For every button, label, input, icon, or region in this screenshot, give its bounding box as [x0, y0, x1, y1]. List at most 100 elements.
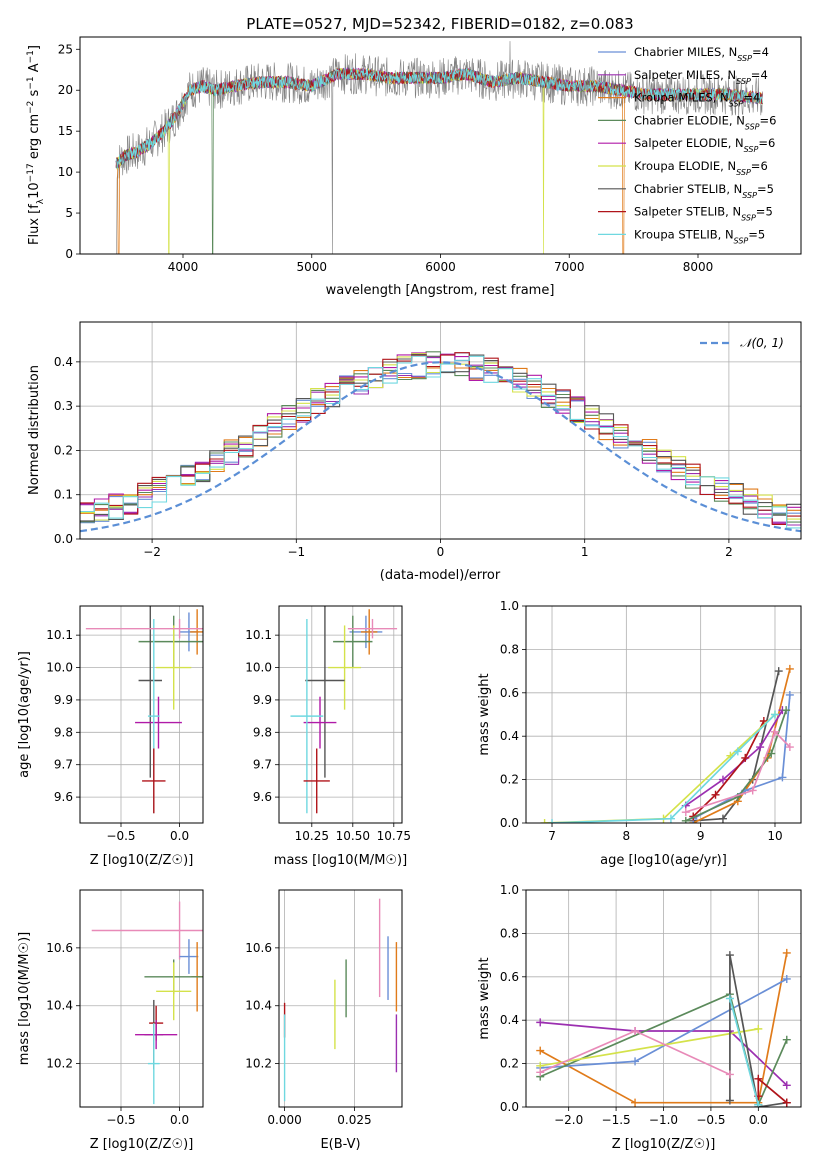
spectrum-panel: 4000 5000 6000 7000 8000 0 5 10 15 20 25 wavelength…	[26, 36, 802, 298]
axes-frame	[525, 605, 802, 824]
ticks: 0.000 0.025 10.2 10.4 10.6	[245, 941, 371, 1127]
x-tick-label: 7	[548, 829, 556, 843]
data-marker	[681, 816, 690, 823]
y-tick-label: 0.2	[500, 773, 519, 787]
y-tick-label: 9.9	[253, 693, 272, 707]
y-tick-label: 5	[65, 206, 73, 220]
mass-vs-EBV-panel: 0.000 0.025 10.2 10.4 10.6 E(B-V)	[245, 889, 403, 1152]
age-vs-Z-panel: −0.5 0.0 9.6 9.7 9.8 9.9 10.0 10.1 Z [log10(Z/Z☉…	[17, 605, 204, 868]
data-marker	[725, 1070, 734, 1079]
y-axis-label: age [log10(age/yr)]	[17, 651, 32, 778]
y-tick-label: 15	[58, 124, 73, 138]
x-tick-label: −0.5	[106, 1113, 135, 1127]
x-axis-label: E(B-V)	[320, 1137, 360, 1152]
legend-entry: Chabrier STELIB, NSSP=5	[634, 182, 774, 200]
y-tick-label: 9.7	[253, 758, 272, 772]
x-tick-label: −2	[143, 545, 161, 559]
legend-entry: Kroupa ELODIE, NSSP=6	[634, 159, 768, 177]
y-tick-label: 9.8	[54, 725, 73, 739]
x-axis-label: mass [log10(M/M☉)]	[274, 853, 407, 868]
x-tick-label: 0	[437, 545, 445, 559]
x-tick-label: 8000	[683, 260, 714, 274]
y-tick-label: 10.4	[46, 999, 73, 1013]
mass-weight-line	[685, 730, 791, 813]
y-tick-label: 0.2	[500, 1057, 519, 1071]
x-tick-label: 0.0	[170, 1113, 189, 1127]
y-axis-label: mass weight	[477, 957, 492, 1039]
legend-entry: 𝒩(0, 1)	[740, 336, 784, 350]
plot-area	[290, 606, 398, 814]
ticks: −2 −1 0 1 2 0.0 0.1 0.2 0.3 0.4	[54, 355, 733, 559]
data-marker	[782, 1081, 791, 1090]
x-tick-label: 0.025	[337, 1113, 371, 1127]
y-tick-label: 9.8	[253, 725, 272, 739]
x-tick-label: 0.000	[267, 1113, 301, 1127]
grid	[80, 606, 203, 823]
data-marker	[733, 747, 742, 756]
y-tick-label: 0.8	[500, 926, 519, 940]
grid	[526, 605, 801, 824]
plot-area	[536, 948, 791, 1107]
mass-weight-line	[729, 954, 787, 1107]
massweight-vs-Z-panel: −2.0 −1.5 −1.0 −0.5 0.0 0.0 0.2 0.4 0.6 0.8 1.0 Z […	[477, 883, 802, 1152]
legend: 𝒩(0, 1)	[700, 336, 784, 350]
data-marker	[785, 690, 794, 699]
ticks: −0.5 0.0 9.6 9.7 9.8 9.9 10.0 10.1	[46, 628, 189, 843]
x-tick-label: 8	[623, 829, 631, 843]
grid	[279, 606, 402, 823]
x-axis-label: Z [log10(Z/Z☉)]	[90, 853, 194, 868]
data-marker	[782, 948, 791, 957]
y-tick-label: 10.6	[245, 941, 272, 955]
x-tick-label: 2	[725, 545, 733, 559]
mass-weight-line	[540, 1021, 788, 1086]
x-axis-label: wavelength [Angstrom, rest frame]	[326, 283, 555, 298]
data-marker	[782, 1098, 791, 1107]
data-marker	[631, 1027, 640, 1036]
data-marker	[754, 1074, 763, 1083]
y-tick-label: 0	[65, 247, 73, 261]
y-axis-label: mass [log10(M/M☉)]	[17, 932, 32, 1065]
legend-entry: Salpeter STELIB, NSSP=5	[634, 205, 773, 223]
y-tick-label: 1.0	[500, 883, 519, 897]
data-marker	[666, 814, 675, 823]
y-tick-label: 0.0	[54, 532, 73, 546]
y-tick-label: 0.4	[54, 355, 73, 369]
x-tick-label: 1	[581, 545, 589, 559]
data-marker	[754, 1024, 763, 1033]
y-tick-label: 0.6	[500, 970, 519, 984]
mass-weight-line	[544, 713, 776, 823]
data-marker	[548, 819, 557, 823]
x-tick-label: −2.0	[554, 1113, 583, 1127]
histogram-step	[80, 355, 801, 529]
gaussian-curve	[80, 361, 801, 533]
data-marker	[774, 667, 783, 676]
y-tick-label: 10.4	[245, 999, 272, 1013]
x-axis-label: (data-model)/error	[380, 568, 501, 583]
x-tick-label: 10.25	[295, 829, 329, 843]
y-tick-label: 0.0	[500, 816, 519, 830]
ticks: 4000 5000 6000 7000 8000 0 5 10 15 20 25	[58, 42, 714, 274]
data-marker	[536, 1046, 545, 1055]
x-tick-label: −1	[287, 545, 305, 559]
mass-weight-line	[729, 998, 760, 1106]
y-tick-label: 9.9	[54, 693, 73, 707]
plot-area	[540, 664, 794, 823]
mass-weight-line	[692, 668, 791, 823]
grid	[526, 889, 801, 1108]
legend-entry: Chabrier MILES, NSSP=4	[634, 45, 769, 63]
x-tick-label: 0.0	[170, 829, 189, 843]
data-marker	[767, 749, 776, 758]
y-tick-label: 10.0	[245, 661, 272, 675]
y-tick-label: 0.6	[500, 686, 519, 700]
ticks: −0.5 0.0 10.2 10.4 10.6	[46, 941, 189, 1127]
data-marker	[536, 1018, 545, 1027]
y-tick-label: 0.4	[500, 729, 519, 743]
data-marker	[782, 974, 791, 983]
y-tick-label: 9.7	[54, 758, 73, 772]
y-axis-label: Normed distribution	[27, 365, 42, 495]
y-tick-label: 0.4	[500, 1013, 519, 1027]
histogram-step	[80, 352, 801, 525]
data-marker	[631, 1057, 640, 1066]
plot-area	[115, 41, 763, 254]
